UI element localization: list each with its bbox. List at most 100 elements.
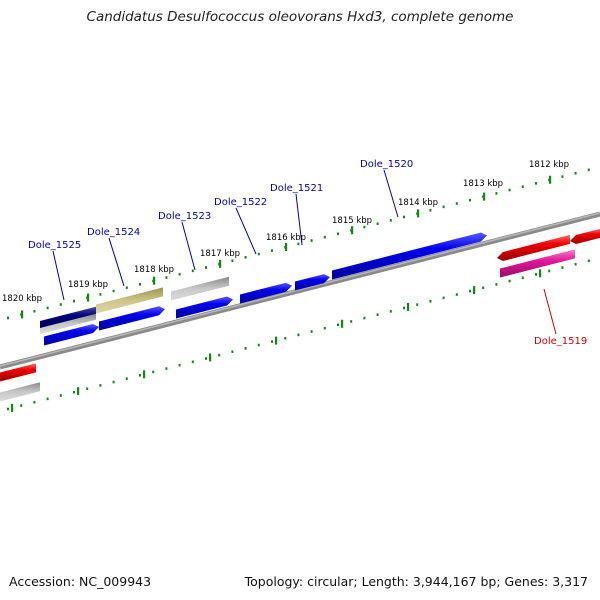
gene-dole-1520a-cds: [295, 274, 330, 291]
lower-scale-dot: [508, 279, 511, 283]
lower-scale-dot: [310, 330, 313, 333]
upper-scale-major-tick: [351, 226, 354, 235]
upper-scale-dot: [389, 219, 392, 222]
lower-scale-dot: [191, 360, 194, 364]
upper-scale-dot: [165, 276, 168, 279]
leader-dole-1519: [543, 288, 557, 335]
gene-dole-1522-cds: [176, 296, 233, 319]
gene-label-dole-1523[interactable]: Dole_1523: [158, 211, 211, 222]
scale-label-1812: 1812 kbp: [529, 160, 569, 170]
lower-scale-major-tick: [209, 353, 212, 362]
upper-scale-dot: [7, 316, 9, 320]
lower-scale-dot: [99, 384, 102, 387]
lower-scale-major-tick: [143, 370, 146, 379]
upper-scale-dot: [231, 259, 234, 263]
leader-dole-1525: [52, 250, 65, 301]
lower-scale-dot: [548, 269, 551, 273]
lower-scale-dot: [178, 363, 181, 367]
lower-scale-dot: [257, 343, 260, 347]
lower-scale-dot: [139, 374, 141, 377]
lower-scale-dot: [416, 303, 419, 306]
leader-dole-1524: [108, 237, 125, 287]
gene-dole-1523-cds: [99, 306, 165, 331]
lower-scale-dot: [20, 404, 23, 407]
leader-dole-1521: [295, 193, 303, 246]
lower-scale-major-tick: [473, 286, 476, 295]
upper-scale-dot: [521, 185, 524, 188]
scale-label-1820: 1820 kbp: [2, 294, 42, 304]
gene-label-dole-1519[interactable]: Dole_1519: [534, 336, 587, 347]
lower-scale-major-tick: [11, 403, 14, 412]
gene-dole-1518-cds: [497, 234, 570, 261]
lower-scale-dot: [59, 394, 62, 397]
gene-dole-1523-bar: [171, 276, 229, 301]
lower-scale-dot: [521, 276, 524, 279]
lower-scale-dot: [376, 313, 379, 317]
scale-label-1817: 1817 kbp: [200, 249, 240, 259]
gene-left-gray: [0, 382, 40, 402]
leader-dole-1520: [383, 169, 399, 218]
lower-scale-dot: [73, 390, 75, 394]
lower-scale-dot: [442, 296, 445, 300]
scale-ticks: [11, 175, 552, 412]
gene-label-dole-1521[interactable]: Dole_1521: [270, 183, 323, 194]
accession-text: Accession: NC_009943: [9, 574, 152, 589]
lower-scale-dot: [86, 387, 89, 391]
upper-scale-dot: [46, 306, 49, 310]
upper-scale-dot: [363, 225, 366, 229]
scale-label-1818: 1818 kbp: [134, 265, 174, 275]
gene-label-dole-1522[interactable]: Dole_1522: [214, 197, 267, 208]
upper-scale-dot: [469, 198, 471, 202]
lower-scale-dot: [205, 357, 207, 360]
upper-scale-dot: [112, 289, 115, 293]
gene-label-dole-1520[interactable]: Dole_1520: [360, 159, 413, 170]
lower-scale-dot: [33, 400, 36, 404]
upper-scale-major-tick: [285, 243, 288, 252]
lower-scale-dot: [429, 299, 432, 303]
lower-scale-dot: [587, 259, 590, 263]
dna-backbone: [0, 211, 600, 370]
gene-label-dole-1525[interactable]: Dole_1525: [28, 240, 81, 251]
upper-scale-major-tick: [87, 293, 90, 302]
upper-scale-dot: [271, 249, 273, 252]
map-title: Candidatus Desulfococcus oleovorans Hxd3…: [86, 9, 514, 25]
lower-scale-dot: [125, 377, 128, 380]
scale-label-1815: 1815 kbp: [332, 216, 372, 226]
gene-label-dole-1524[interactable]: Dole_1524: [87, 227, 140, 238]
lower-scale-dot: [297, 333, 300, 337]
lower-scale-dot: [574, 262, 577, 266]
lower-scale-dot: [152, 370, 155, 374]
upper-scale-major-tick: [153, 276, 156, 285]
upper-scale-dot: [323, 235, 326, 239]
lower-scale-dot: [350, 320, 353, 323]
genome-summary-text: Topology: circular; Length: 3,944,167 bp…: [244, 574, 588, 589]
lower-scale-dot: [535, 273, 537, 276]
upper-scale-dot: [191, 269, 194, 273]
upper-scale-dot: [455, 202, 458, 205]
gene-dole-1525-bar: [40, 306, 96, 329]
label-leader-lines: [52, 169, 557, 335]
upper-scale-dot: [73, 299, 75, 303]
upper-scale-major-tick: [219, 259, 222, 268]
lower-scale-dot: [46, 397, 49, 401]
upper-scale-dot: [139, 283, 141, 286]
lower-scale-dot: [231, 350, 234, 354]
lower-scale-major-tick: [407, 302, 410, 311]
lower-scale-dot: [284, 336, 287, 340]
gene-dole-1519-bar: [500, 249, 575, 278]
lower-scale-dot: [363, 316, 366, 320]
gene-dole-1524-bar: [96, 287, 163, 314]
upper-scale-major-tick: [417, 209, 420, 218]
gene-left-red: [0, 363, 36, 382]
lower-scale-dot: [271, 340, 273, 343]
upper-scale-dot: [125, 286, 128, 289]
lower-scale-dot: [112, 380, 115, 384]
upper-scale-dot: [508, 188, 511, 192]
lower-scale-major-tick: [77, 387, 80, 396]
lower-scale-dot: [337, 323, 339, 327]
upper-scale-dot: [297, 242, 300, 246]
lower-scale-dot: [7, 407, 9, 411]
upper-scale-dot: [310, 239, 313, 242]
upper-scale-dot: [574, 171, 577, 175]
upper-scale-dot: [257, 252, 260, 256]
